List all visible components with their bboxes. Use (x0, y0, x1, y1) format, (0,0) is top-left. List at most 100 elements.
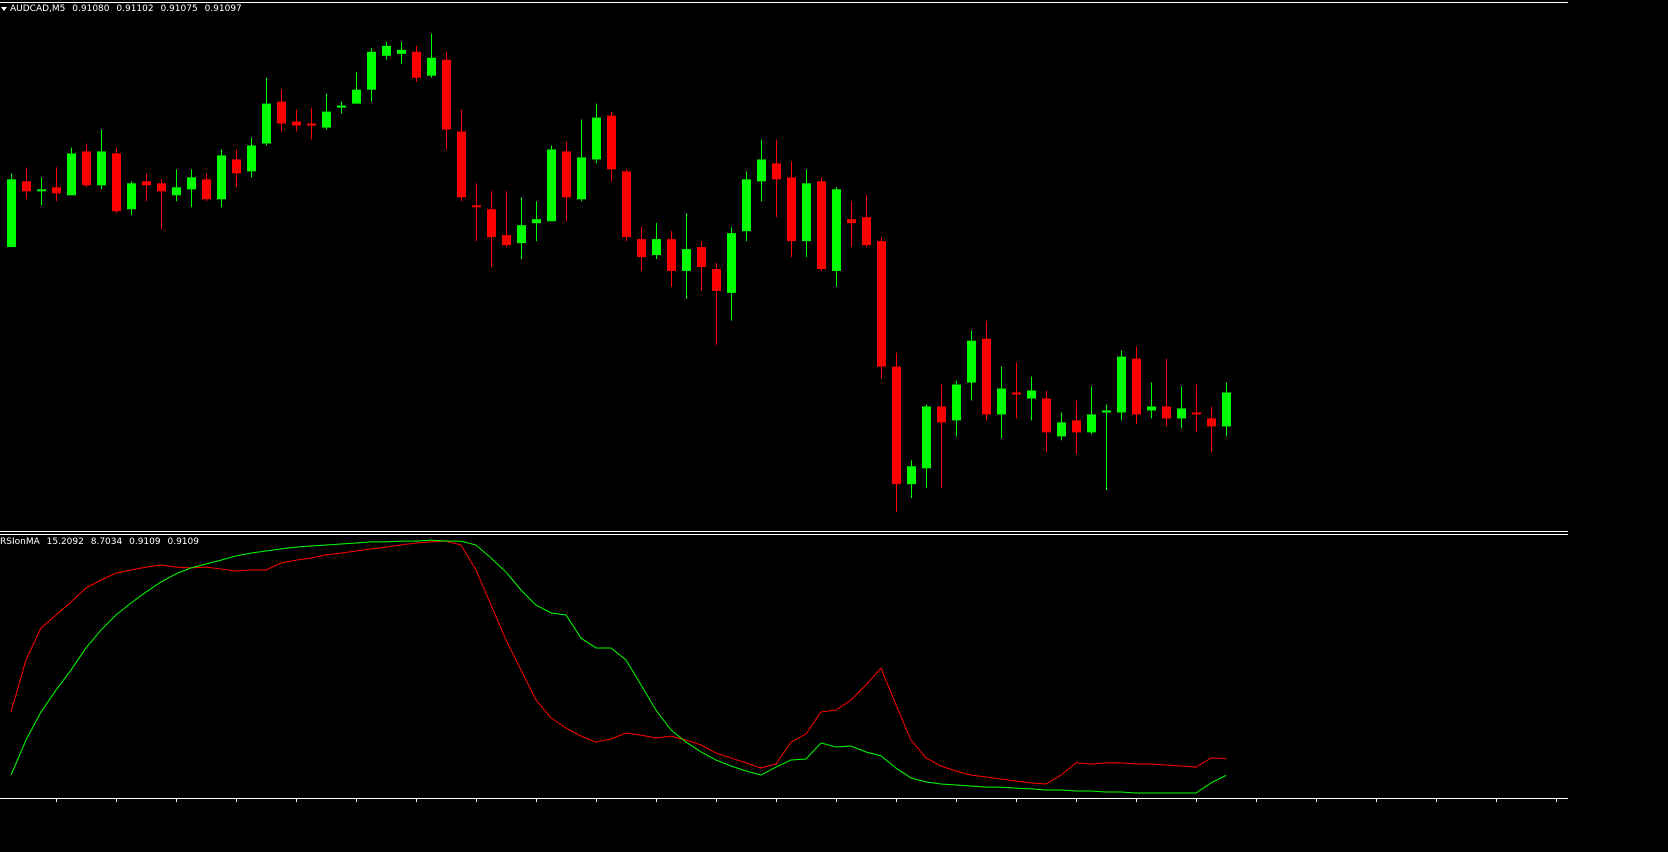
candle-body (802, 183, 811, 242)
collapse-arrow[interactable] (1, 7, 7, 11)
candle-body (1117, 356, 1126, 413)
candle-body (532, 219, 541, 224)
candle-body (952, 384, 961, 421)
candle-body (217, 155, 226, 200)
candle-body (592, 117, 601, 160)
candle-body (487, 209, 496, 238)
indicator-line (10, 539, 1227, 794)
candle-body (1222, 392, 1231, 427)
indicator-title: RSIonMA (0, 537, 40, 547)
candle-body (67, 153, 76, 196)
candle-body (7, 179, 16, 248)
candle-body (1072, 420, 1081, 433)
candle-body (1162, 406, 1171, 419)
candle-body (712, 268, 721, 291)
candle-body (202, 179, 211, 200)
candle-body (277, 101, 286, 124)
candle-body (862, 217, 871, 246)
candle-body (187, 177, 196, 190)
candle-body (772, 163, 781, 180)
candle-body (622, 171, 631, 238)
candle-body (1012, 392, 1021, 395)
candle-body (922, 406, 931, 469)
candle-body (982, 338, 991, 415)
candle-body (997, 388, 1006, 415)
candle-body (472, 205, 481, 208)
candle-body (292, 121, 301, 126)
candle-body (247, 145, 256, 172)
indicator-value: 0.9109 (129, 537, 161, 547)
candle-body (817, 181, 826, 269)
candle-body (577, 157, 586, 200)
candle-body (367, 51, 376, 90)
candle-body (682, 249, 691, 271)
candle-body (52, 187, 61, 194)
candle-body (637, 239, 646, 258)
indicator-value: 15.2092 (46, 537, 84, 547)
ohlc-value: 0.91080 (72, 4, 110, 14)
candle-body (1132, 358, 1141, 415)
indicator-value: 0.9109 (167, 537, 199, 547)
candle-body (1207, 418, 1216, 427)
ohlc-value: 0.91075 (160, 4, 198, 14)
candle-body (697, 247, 706, 267)
candle-body (397, 49, 406, 54)
candle-body (172, 187, 181, 196)
candle-body (1027, 390, 1036, 399)
candle-body (667, 239, 676, 271)
ohlc-value: 0.91097 (204, 4, 242, 14)
candle-body (1147, 406, 1156, 411)
indicator-line (10, 540, 1227, 785)
candle-body (127, 183, 136, 210)
candle-body (157, 183, 166, 192)
candle-body (517, 225, 526, 244)
candle-body (547, 149, 556, 222)
price-header: AUDCAD,M5 0.91080 0.91102 0.91075 0.9109… (10, 4, 246, 14)
indicator-header: RSIonMA 15.2092 8.7034 0.9109 0.9109 (0, 537, 203, 547)
candle-body (832, 189, 841, 271)
candle-body (232, 159, 241, 174)
candle-body (412, 51, 421, 78)
candle-body (442, 59, 451, 130)
candle-body (967, 340, 976, 383)
candle-body (82, 151, 91, 186)
candle-body (1192, 412, 1201, 415)
candle-body (352, 89, 361, 104)
candle-body (1102, 410, 1111, 413)
candle-body (22, 181, 31, 192)
symbol-title: AUDCAD,M5 (10, 4, 66, 14)
candle-body (937, 406, 946, 423)
candle-body (262, 103, 271, 144)
candle-body (1057, 422, 1066, 437)
candle-body (847, 219, 856, 224)
candle-body (757, 159, 766, 182)
candle-body (307, 123, 316, 126)
candle-body (892, 366, 901, 485)
candle-body (1087, 414, 1096, 433)
candle-body (1177, 408, 1186, 419)
candle-body (742, 179, 751, 232)
candle-body (427, 57, 436, 76)
candle-body (502, 235, 511, 246)
candle-body (112, 153, 121, 212)
candle-body (877, 241, 886, 367)
candle-body (652, 239, 661, 256)
candle-body (727, 233, 736, 293)
candle-body (37, 189, 46, 192)
candle-body (97, 151, 106, 186)
candle-body (1042, 398, 1051, 433)
candle-body (142, 181, 151, 186)
ohlc-value: 0.91102 (116, 4, 154, 14)
candle-body (322, 111, 331, 128)
candle-body (457, 131, 466, 198)
candle-body (337, 105, 346, 108)
candle-body (907, 466, 916, 485)
candle-body (382, 45, 391, 56)
indicator-value: 8.7034 (90, 537, 123, 547)
candle-body (787, 177, 796, 242)
candle-body (607, 115, 616, 170)
candle-body (562, 151, 571, 198)
